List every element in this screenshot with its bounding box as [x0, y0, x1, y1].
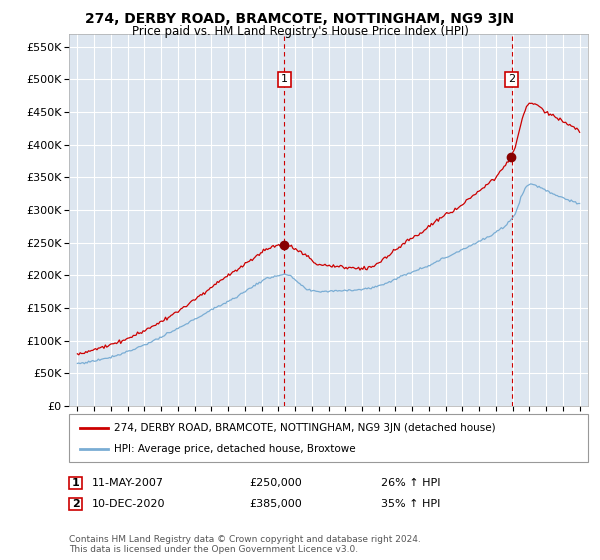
- Text: 35% ↑ HPI: 35% ↑ HPI: [381, 499, 440, 509]
- Text: 1: 1: [72, 478, 79, 488]
- Text: Price paid vs. HM Land Registry's House Price Index (HPI): Price paid vs. HM Land Registry's House …: [131, 25, 469, 38]
- Text: 10-DEC-2020: 10-DEC-2020: [92, 499, 166, 509]
- Text: 26% ↑ HPI: 26% ↑ HPI: [381, 478, 440, 488]
- Text: 2: 2: [72, 499, 79, 509]
- Text: £385,000: £385,000: [249, 499, 302, 509]
- Text: Contains HM Land Registry data © Crown copyright and database right 2024.
This d: Contains HM Land Registry data © Crown c…: [69, 535, 421, 554]
- Text: 274, DERBY ROAD, BRAMCOTE, NOTTINGHAM, NG9 3JN: 274, DERBY ROAD, BRAMCOTE, NOTTINGHAM, N…: [85, 12, 515, 26]
- Text: 1: 1: [281, 74, 288, 85]
- Text: HPI: Average price, detached house, Broxtowe: HPI: Average price, detached house, Brox…: [114, 444, 356, 454]
- Text: 11-MAY-2007: 11-MAY-2007: [92, 478, 164, 488]
- Text: £250,000: £250,000: [249, 478, 302, 488]
- Text: 274, DERBY ROAD, BRAMCOTE, NOTTINGHAM, NG9 3JN (detached house): 274, DERBY ROAD, BRAMCOTE, NOTTINGHAM, N…: [114, 423, 496, 433]
- Text: 2: 2: [508, 74, 515, 85]
